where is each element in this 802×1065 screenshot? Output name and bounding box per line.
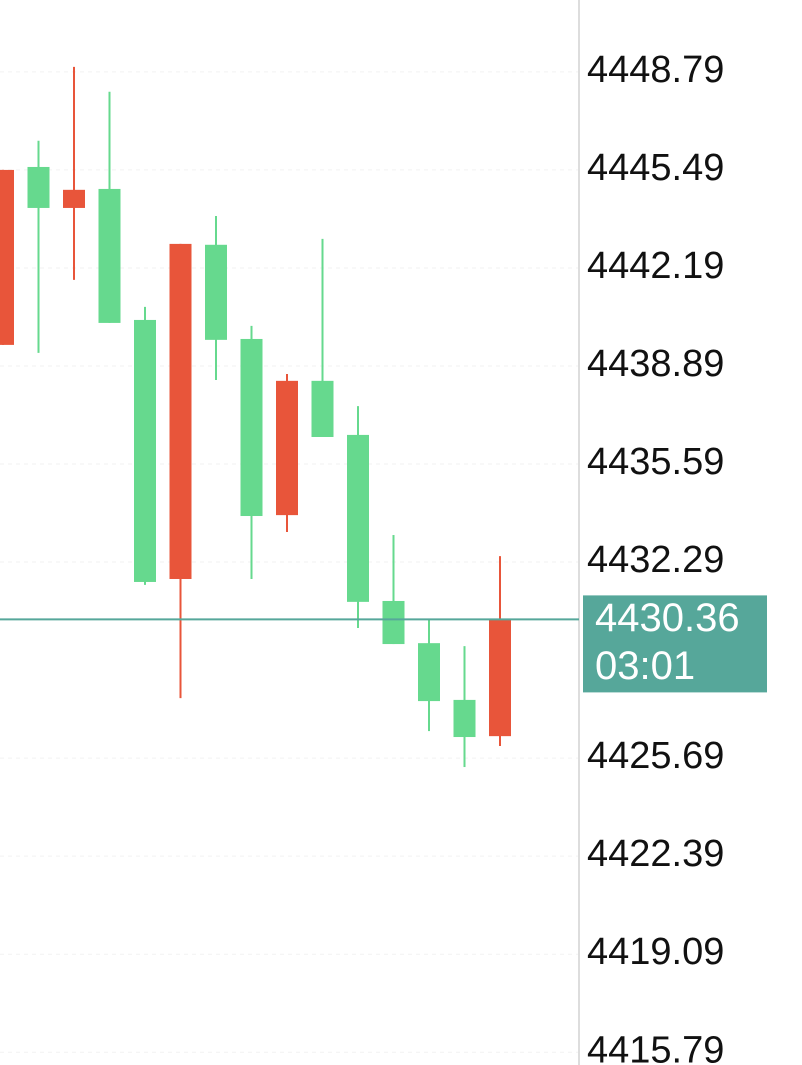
candle-body <box>347 434 369 602</box>
candle-body <box>418 643 440 702</box>
candle-body <box>276 380 298 516</box>
y-tick-label: 4442.19 <box>587 245 724 287</box>
y-tick-label: 4448.79 <box>587 49 724 91</box>
y-tick-label: 4435.59 <box>587 441 724 483</box>
last-price-box <box>583 595 767 693</box>
y-tick-label: 4415.79 <box>587 1029 724 1065</box>
candle-body <box>240 338 263 517</box>
candle-body <box>63 189 85 208</box>
candle-body <box>134 319 156 582</box>
y-tick-label: 4438.89 <box>587 343 724 385</box>
candles <box>0 66 511 768</box>
candle-body <box>98 188 121 323</box>
last-price-label: 4430.36 <box>595 596 740 640</box>
y-tick-label: 4422.39 <box>587 833 724 875</box>
candle-body <box>0 169 14 345</box>
candle-body <box>489 619 511 737</box>
price-axis: 4448.79 4445.49 4442.19 4438.89 4435.59 4432.… <box>587 49 724 1065</box>
y-tick-label: 4425.69 <box>587 735 724 777</box>
y-tick-label: 4419.09 <box>587 931 724 973</box>
y-tick-label: 4445.49 <box>587 147 724 189</box>
candle-body <box>169 243 192 579</box>
candle-body <box>311 380 334 437</box>
candle-body <box>453 699 476 738</box>
countdown-label: 03:01 <box>595 644 695 688</box>
grid <box>0 71 579 1053</box>
candle-body <box>205 244 227 340</box>
candle-body <box>382 600 405 645</box>
candle-body <box>27 166 50 208</box>
y-tick-label: 4432.29 <box>587 539 724 581</box>
